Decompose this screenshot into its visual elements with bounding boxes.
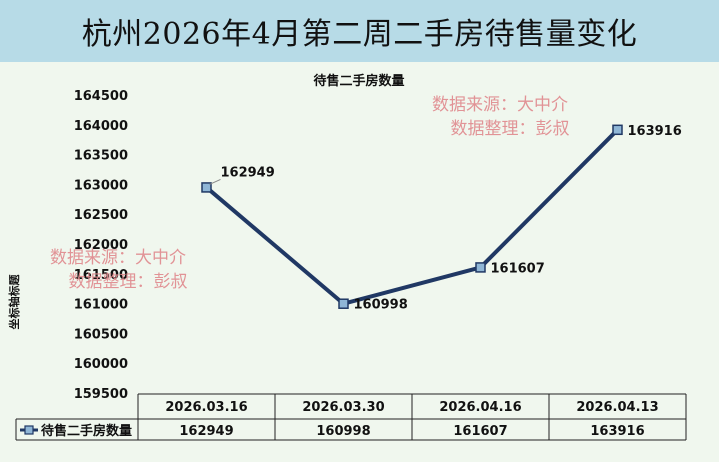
- watermark-text: 数据整理：彭叔: [451, 119, 570, 139]
- y-tick-label: 160500: [74, 327, 128, 342]
- y-tick-label: 163500: [74, 149, 128, 164]
- watermark-text: 数据来源：大中介: [50, 248, 186, 268]
- x-category-label: 2026.03.16: [165, 400, 247, 415]
- data-label: 162949: [221, 165, 275, 180]
- watermark-text: 数据整理：彭叔: [69, 272, 188, 292]
- table-value: 162949: [179, 424, 233, 439]
- y-tick-label: 161000: [74, 298, 128, 313]
- data-point: [612, 124, 623, 136]
- legend-series-name: 待售二手房数量: [40, 423, 132, 439]
- data-label: 160998: [354, 298, 408, 313]
- chart-title: 待售二手房数量: [312, 73, 404, 89]
- line-chart: 待售二手房数量坐标轴标题1595001600001605001610001615…: [0, 62, 719, 462]
- y-tick-label: 161500: [74, 268, 128, 283]
- x-category-label: 2026.04.13: [576, 400, 658, 415]
- series-line: [205, 128, 619, 306]
- y-tick-label: 164500: [74, 89, 128, 104]
- label-leader: [209, 178, 221, 185]
- y-tick-label: 159500: [74, 387, 128, 402]
- y-tick-label: 163000: [74, 178, 128, 193]
- y-tick-label: 164000: [74, 119, 128, 134]
- data-point: [201, 182, 212, 193]
- data-point: [475, 262, 486, 273]
- y-axis-title: 坐标轴标题: [7, 274, 21, 330]
- legend-marker: [24, 425, 34, 435]
- page-title: 杭州2026年4月第二周二手房待售量变化: [81, 17, 638, 52]
- table-value: 161607: [453, 424, 507, 439]
- y-tick-label: 162000: [74, 238, 128, 253]
- x-category-label: 2026.03.30: [302, 400, 384, 415]
- table-value: 160998: [316, 424, 370, 439]
- data-label: 163916: [628, 124, 682, 139]
- table-value: 163916: [590, 424, 644, 439]
- data-point: [338, 298, 349, 309]
- chart-background: [0, 62, 719, 462]
- y-tick-label: 162500: [74, 208, 128, 223]
- y-tick-label: 160000: [74, 357, 128, 372]
- x-category-label: 2026.04.16: [439, 400, 521, 415]
- data-label: 161607: [491, 261, 545, 276]
- watermark-text: 数据来源：大中介: [432, 95, 568, 115]
- title-banner: 杭州2026年4月第二周二手房待售量变化: [0, 0, 719, 62]
